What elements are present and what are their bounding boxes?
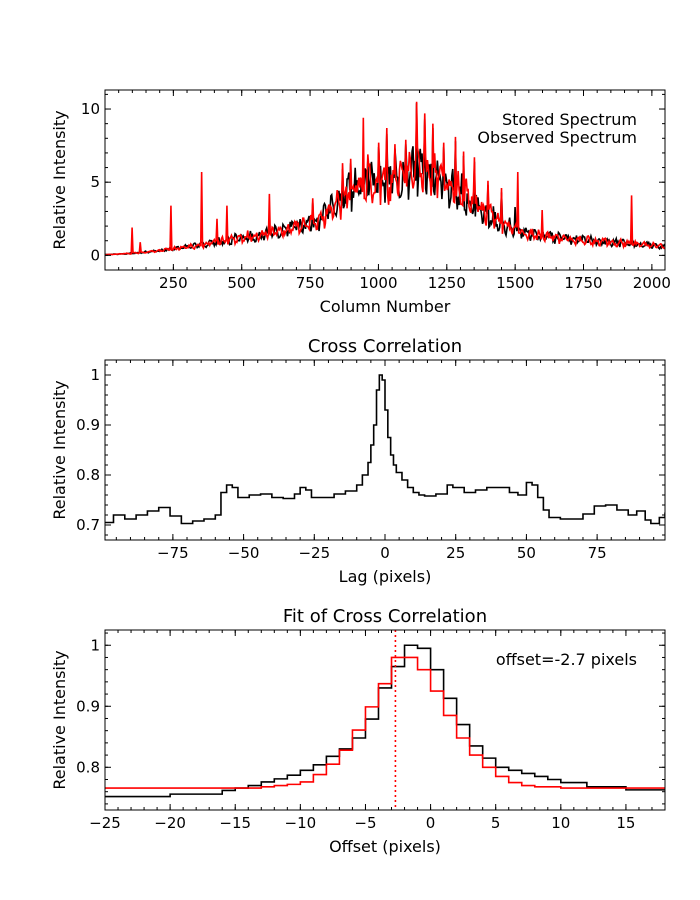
- x-tick-label: 10: [551, 814, 570, 832]
- x-tick-label: 1250: [428, 274, 466, 292]
- y-tick-label: 0.8: [76, 466, 100, 484]
- chart-title: Cross Correlation: [308, 336, 462, 357]
- y-tick-label: 0: [90, 246, 100, 264]
- legend-label: Stored Spectrum: [502, 110, 637, 129]
- stored-vs-observed-spectrum-panel: 250 500 750 1000 1250 1500 1750 2000 0 5 10 Column …: [50, 89, 671, 316]
- y-axis-label: Relative Intensity: [50, 650, 69, 789]
- x-tick-label: −25: [89, 814, 121, 832]
- series-0-line: [105, 644, 665, 798]
- y-tick-label: 0.9: [76, 416, 100, 434]
- x-tick-label: 1500: [496, 274, 534, 292]
- x-tick-label: −50: [228, 544, 260, 562]
- x-tick-label: 5: [491, 814, 501, 832]
- x-axis-label: Lag (pixels): [339, 567, 432, 586]
- x-tick-label: 50: [517, 544, 536, 562]
- axes-frame: [104, 629, 666, 811]
- cross-correlation-panel: −75 −50 −25 0 25 50 75 0.7 0.8 0.9 1 Lag (pixels) Re…: [50, 336, 666, 586]
- x-tick-label: −5: [354, 814, 376, 832]
- fit-of-cross-correlation-panel: −25 −20 −15 −10 −5 0 5 10 15 0.8 0.9 1 Offset (pixel…: [50, 606, 666, 856]
- x-tick-label: 15: [616, 814, 635, 832]
- x-tick-label: −75: [157, 544, 189, 562]
- y-tick-label: 1: [90, 636, 100, 654]
- x-tick-label: 500: [227, 274, 256, 292]
- x-tick-label: 2000: [633, 274, 671, 292]
- y-tick-label: 10: [81, 100, 100, 118]
- series-1-line: [105, 656, 665, 789]
- x-tick-label: −20: [154, 814, 186, 832]
- x-tick-label: 750: [296, 274, 325, 292]
- x-tick-label: 1750: [564, 274, 602, 292]
- stored-spectrum-line: [105, 103, 665, 256]
- x-tick-label: −10: [285, 814, 317, 832]
- plot-area: [105, 374, 665, 525]
- y-tick-label: 0.8: [76, 758, 100, 776]
- x-tick-label: 0: [380, 544, 390, 562]
- x-tick-label: 1000: [359, 274, 397, 292]
- x-axis-label: Offset (pixels): [329, 837, 441, 856]
- x-tick-label: 0: [426, 814, 436, 832]
- x-tick-label: 75: [588, 544, 607, 562]
- y-axis-label: Relative Intensity: [50, 110, 69, 249]
- chart-title: Fit of Cross Correlation: [283, 606, 487, 627]
- series-0-line: [105, 374, 665, 525]
- x-tick-label: −25: [298, 544, 330, 562]
- x-tick-label: 25: [446, 544, 465, 562]
- plot-area: [105, 101, 665, 256]
- y-tick-label: 0.9: [76, 697, 100, 715]
- x-axis-label: Column Number: [320, 297, 451, 316]
- y-tick-label: 1: [90, 366, 100, 384]
- legend-label: Observed Spectrum: [477, 128, 637, 147]
- x-tick-label: 250: [159, 274, 188, 292]
- observed-spectrum-line: [105, 101, 665, 256]
- x-tick-label: −15: [219, 814, 251, 832]
- y-axis-label: Relative Intensity: [50, 380, 69, 519]
- axes-frame: [104, 89, 666, 271]
- offset-annotation: offset=-2.7 pixels: [496, 650, 637, 669]
- y-tick-label: 5: [90, 173, 100, 191]
- y-tick-label: 0.7: [76, 516, 100, 534]
- plot-area: [105, 630, 665, 810]
